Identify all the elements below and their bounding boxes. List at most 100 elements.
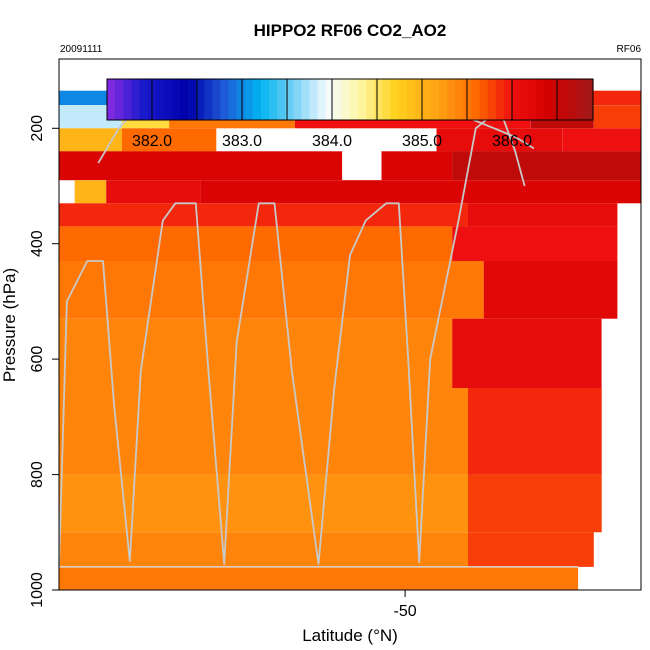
heatmap-cell: [381, 151, 453, 181]
colorbar-swatch: [471, 79, 481, 120]
colorbar-swatch: [390, 79, 400, 120]
colorbar-swatch: [350, 79, 359, 120]
heatmap-cell: [468, 388, 602, 475]
colorbar-swatch: [244, 79, 254, 120]
heatmap-cell: [59, 474, 468, 533]
colorbar-swatch: [301, 79, 311, 120]
colorbar-tick-label: 384.0: [312, 133, 352, 150]
colorbar-swatch: [293, 79, 302, 120]
colorbar-swatch: [155, 79, 165, 120]
heatmap-cell: [468, 532, 594, 567]
colorbar-swatch: [285, 79, 294, 120]
colorbar-swatch: [179, 79, 189, 120]
heatmap-cell: [483, 261, 618, 319]
colorbar-swatch: [309, 79, 319, 120]
colorbar-swatch: [317, 79, 327, 120]
colorbar-swatch: [171, 79, 181, 120]
heatmap-cell: [59, 261, 484, 319]
colorbar-swatch: [366, 79, 375, 120]
colorbar-swatch: [228, 79, 238, 120]
colorbar-swatch: [584, 79, 594, 120]
colorbar-swatch: [260, 79, 270, 120]
colorbar-swatch: [528, 79, 537, 120]
colorbar-swatch: [406, 79, 416, 120]
y-tick-label: 600: [29, 346, 46, 373]
heatmap-cell: [59, 318, 453, 388]
colorbar-swatch: [568, 79, 578, 120]
heatmap-cell: [468, 474, 602, 533]
colorbar-swatch: [463, 79, 473, 120]
colorbar-swatch: [139, 79, 149, 120]
colorbar-tick-label: 385.0: [402, 133, 442, 150]
colorbar-swatch: [398, 79, 408, 120]
flight-track-line: [58, 115, 526, 567]
y-tick-label: 800: [29, 461, 46, 488]
colorbar-swatch: [520, 79, 529, 120]
y-axis-label: Pressure (hPa): [0, 268, 19, 382]
colorbar-swatch: [115, 79, 124, 120]
colorbar-tick-label: 382.0: [132, 133, 172, 150]
colorbar-swatch: [236, 79, 246, 120]
colorbar-swatch: [107, 79, 116, 120]
colorbar-swatch: [131, 79, 140, 120]
heatmap-cells: [59, 90, 641, 590]
colorbar: 382.0 383.0 384.0 385.0 386.0: [106, 78, 594, 150]
heatmap-cell: [59, 532, 468, 567]
heatmap-cell: [59, 151, 343, 181]
colorbar-swatch: [455, 79, 464, 120]
colorbar-swatch: [560, 79, 570, 120]
colorbar-swatch: [252, 79, 262, 120]
heatmap-cell: [562, 128, 641, 152]
colorbar-swatch: [503, 79, 513, 120]
colorbar-swatch: [576, 79, 586, 120]
heatmap-cell: [59, 388, 468, 475]
colorbar-swatch: [495, 79, 505, 120]
colorbar-swatch: [277, 79, 286, 120]
x-axis-label: Latitude (°N): [302, 626, 398, 645]
colorbar-swatch: [123, 79, 132, 120]
plot-frame: [58, 58, 642, 591]
colorbar-swatch: [479, 79, 489, 120]
y-tick-label: 400: [29, 230, 46, 257]
colorbar-swatch: [204, 79, 213, 120]
colorbar-swatch: [212, 79, 221, 120]
colorbar-swatch: [196, 79, 205, 120]
colorbar-swatch: [382, 79, 392, 120]
colorbar-swatch: [374, 79, 383, 120]
heatmap-cell: [59, 226, 453, 261]
date-label: 20091111: [60, 44, 103, 55]
flight-label: RF06: [617, 44, 642, 55]
colorbar-swatch: [333, 79, 343, 120]
y-tick-label: 200: [29, 115, 46, 142]
colorbar-swatch: [487, 79, 497, 120]
heatmap-cell: [121, 128, 217, 152]
colorbar-swatch: [341, 79, 351, 120]
heatmap-cell: [200, 180, 641, 204]
heatmap-cell: [59, 105, 122, 129]
heatmap-cell: [452, 226, 618, 261]
colorbar-swatch: [163, 79, 173, 120]
heatmap-cell: [468, 203, 618, 227]
colorbar-swatch: [325, 79, 335, 120]
heatmap-cell: [452, 151, 641, 181]
colorbar-swatch: [188, 79, 197, 120]
colorbar-swatch: [269, 79, 278, 120]
colorbar-swatch: [512, 79, 521, 120]
heatmap-cell: [452, 318, 602, 388]
heatmap-cell: [59, 128, 122, 152]
colorbar-tick-label: 386.0: [492, 133, 532, 150]
heatmap-cell: [59, 203, 468, 227]
heatmap-cell: [106, 180, 201, 204]
colorbar-swatch: [544, 79, 554, 120]
colorbar-swatch: [536, 79, 545, 120]
colorbar-swatch: [414, 79, 424, 120]
colorbar-swatch: [447, 79, 456, 120]
colorbar-tick-label: 383.0: [222, 133, 262, 150]
x-axis: -50: [394, 590, 417, 620]
colorbar-swatch: [422, 79, 432, 120]
heatmap-cell: [59, 566, 579, 590]
y-tick-label: 1000: [29, 572, 46, 608]
colorbar-swatch: [439, 79, 448, 120]
colorbar-swatch: [358, 79, 367, 120]
